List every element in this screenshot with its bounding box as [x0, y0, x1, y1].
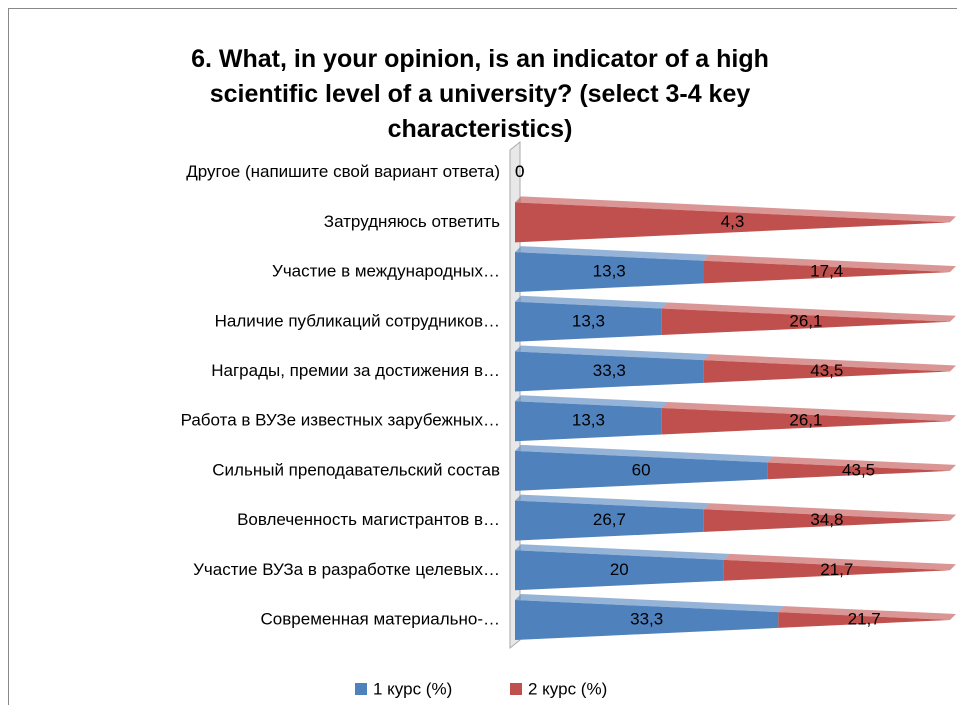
- data-label: 33,3: [630, 609, 663, 628]
- bar-top: [515, 295, 668, 309]
- bar-top: [767, 456, 956, 471]
- data-label: 0: [515, 162, 524, 181]
- legend-swatch: [355, 683, 367, 695]
- category-label: Награды, премии за достижения в…: [211, 361, 500, 380]
- bar-segment: [723, 559, 950, 581]
- data-label: 26,1: [789, 311, 822, 330]
- category-label: Участие ВУЗа в разработке целевых…: [193, 560, 500, 579]
- data-label: 60: [632, 460, 651, 479]
- legend-swatch: [510, 683, 522, 695]
- bar-segment: [515, 252, 704, 293]
- bar-top: [515, 345, 710, 361]
- category-label: Современная материально-…: [261, 609, 500, 628]
- category-label: Сильный преподавательский состав: [212, 460, 500, 479]
- bar-top: [515, 494, 710, 510]
- data-label: 43,5: [810, 361, 843, 380]
- bar-top: [515, 246, 710, 261]
- bar-top: [515, 444, 774, 463]
- category-label: Другое (напишите свой вариант ответа): [186, 162, 500, 181]
- data-label: 21,7: [820, 560, 853, 579]
- chart-title: 6. What, in your opinion, is an indicato…: [191, 45, 769, 143]
- data-label: 13,3: [593, 262, 626, 281]
- data-label: 21,7: [848, 609, 881, 628]
- category-label: Участие в международных…: [272, 262, 500, 281]
- bar-top: [661, 401, 956, 422]
- data-label: 13,3: [572, 311, 605, 330]
- bar-top: [703, 503, 956, 521]
- bar-segment: [661, 407, 950, 435]
- bar-segment: [515, 500, 704, 541]
- bar-top: [778, 606, 956, 620]
- data-label: 4,3: [721, 212, 745, 231]
- data-label: 33,3: [593, 361, 626, 380]
- category-label: Вовлеченность магистрантов в…: [237, 510, 500, 529]
- bar-segment: [515, 401, 662, 442]
- bar-segment: [661, 308, 950, 336]
- bar-top: [515, 594, 785, 613]
- bar-top: [703, 254, 956, 273]
- category-label: Работа в ВУЗе известных зарубежных…: [181, 411, 500, 430]
- bar-top: [515, 395, 668, 408]
- data-label: 26,1: [789, 411, 822, 430]
- category-label: Затрудняюсь ответить: [324, 212, 500, 231]
- bar-segment: [515, 450, 768, 491]
- data-label: 26,7: [593, 510, 626, 529]
- bar-segment: [703, 509, 950, 532]
- data-label: 43,5: [842, 460, 875, 479]
- bar-segment: [767, 462, 950, 480]
- data-label: 34,8: [810, 510, 843, 529]
- category-label: Наличие публикаций сотрудников…: [215, 311, 500, 330]
- bar-top: [515, 544, 730, 560]
- bar-top: [703, 354, 956, 372]
- bar-segment: [515, 600, 779, 640]
- bar-segment: [515, 301, 662, 342]
- bar-segment: [778, 612, 950, 628]
- bar-segment: [703, 360, 950, 383]
- bar-top: [515, 196, 956, 223]
- legend-label: 1 курс (%): [373, 679, 452, 698]
- bar-segment: [515, 202, 950, 243]
- bar-segment: [515, 550, 724, 591]
- bar-top: [661, 302, 956, 322]
- bar-top: [723, 553, 956, 571]
- data-label: 13,3: [572, 411, 605, 430]
- data-label: 17,4: [810, 262, 843, 281]
- bar-segment: [515, 351, 704, 392]
- legend-label: 2 курс (%): [528, 679, 607, 698]
- data-label: 0: [515, 162, 524, 181]
- chart-border: [8, 8, 957, 705]
- bar-segment: [703, 260, 950, 284]
- data-label: 20: [610, 560, 629, 579]
